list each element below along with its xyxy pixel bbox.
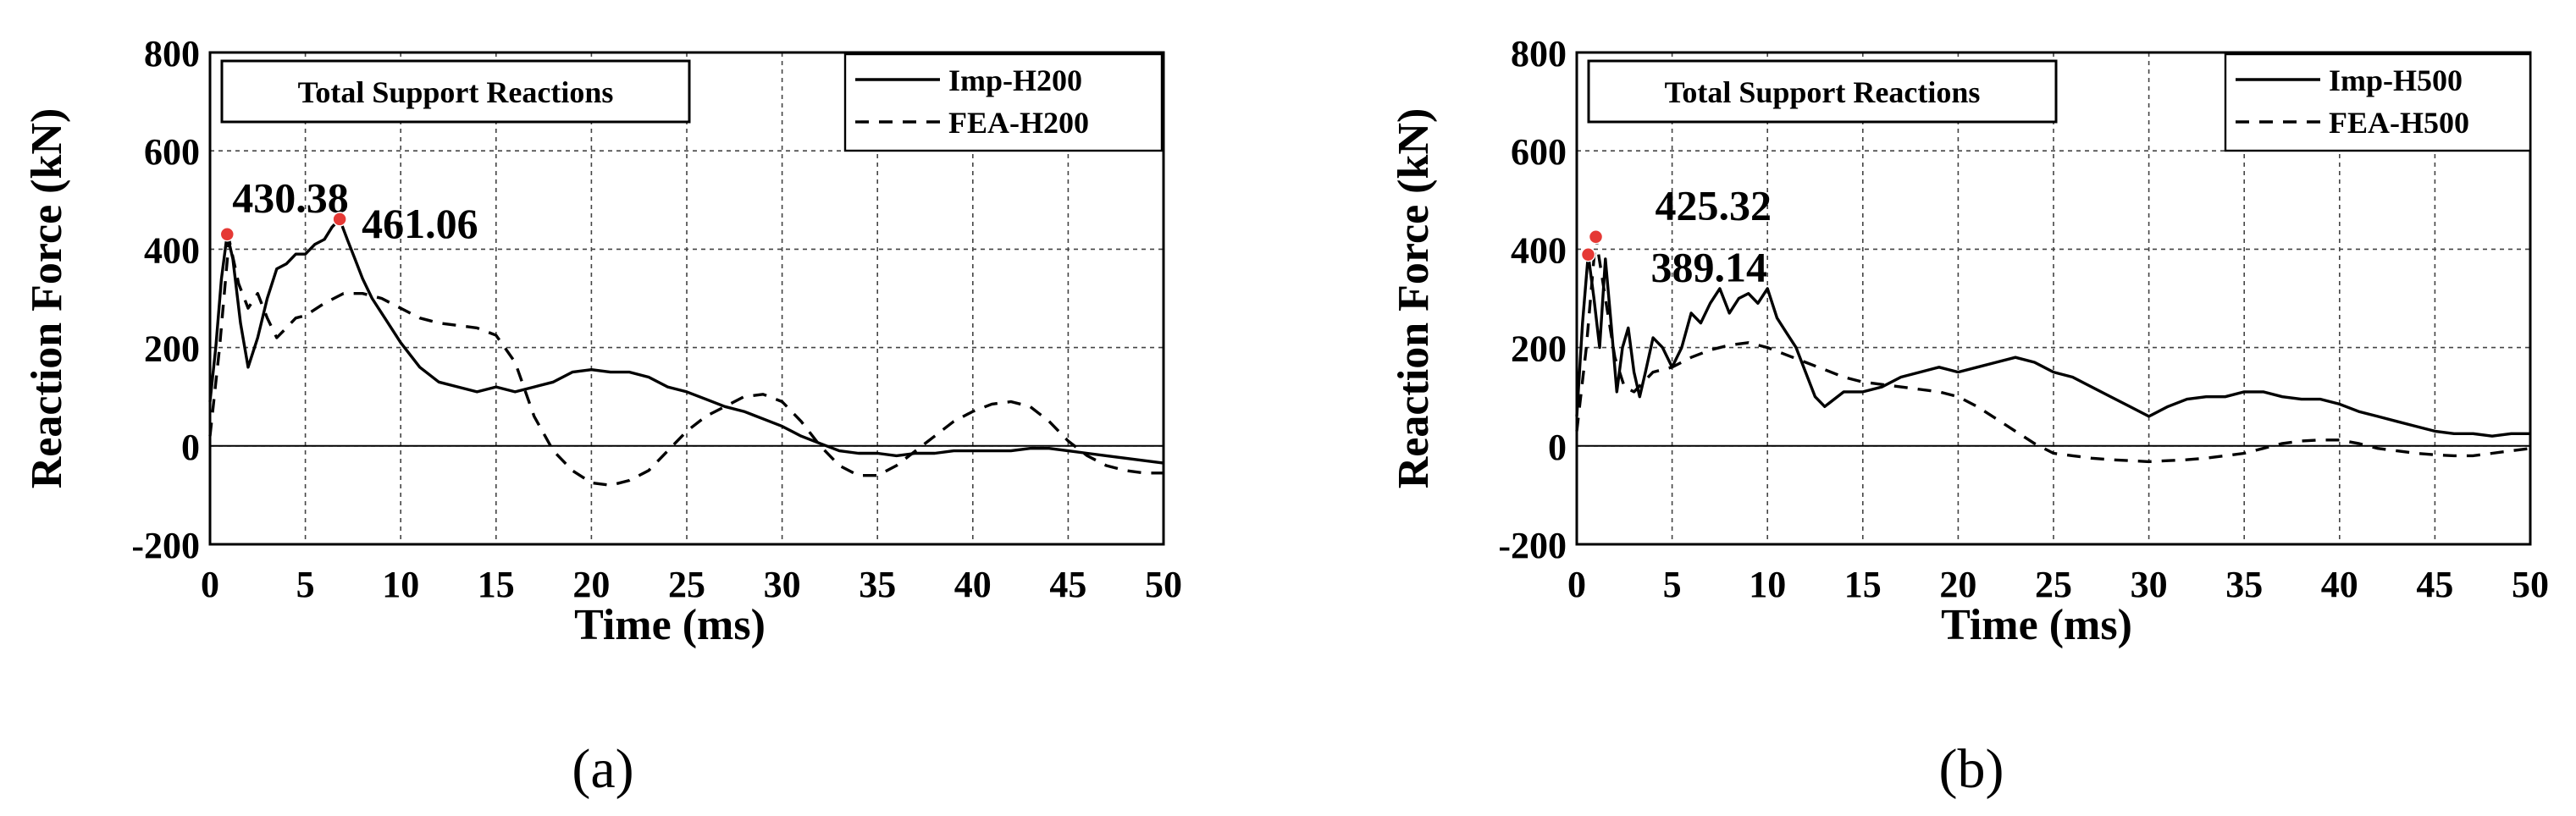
panel-caption: (a) (572, 738, 633, 800)
legend: Imp-H500 FEA-H500 (2224, 52, 2532, 152)
y-tick-label: 800 (144, 33, 200, 74)
x-tick-label: 35 (859, 564, 896, 605)
y-axis-label: Reaction Force (kN) (1390, 108, 1438, 489)
plot-frame (208, 51, 1165, 546)
y-tick-label: 200 (144, 328, 200, 370)
y-tick-label: 0 (181, 427, 200, 468)
peak-value-label: 430.38 (232, 174, 349, 222)
peak-marker (1580, 246, 1596, 262)
x-tick-label: 40 (2321, 564, 2358, 605)
x-tick-label: 20 (572, 564, 610, 605)
chart-panel-b: 0 5 10 15 20 25 30 35 40 45 50-2000200400600800Tim… (1390, 33, 2549, 800)
legend-box (843, 52, 1164, 152)
series-line-imp-h200 (208, 218, 1164, 465)
y-tick-label: 400 (144, 229, 200, 271)
x-tick-label: 10 (1749, 564, 1786, 605)
y-tick-label: -200 (1498, 525, 1567, 566)
x-tick-label: 15 (1844, 564, 1882, 605)
chart-title: Total Support Reactions (1665, 75, 1981, 109)
y-tick-label: 800 (1511, 33, 1567, 74)
x-tick-label: 45 (1049, 564, 1086, 605)
chart-title-box (1587, 59, 2058, 124)
peak-marker (332, 212, 347, 227)
x-tick-label: 0 (201, 564, 219, 605)
y-tick-label: 200 (1511, 328, 1567, 370)
x-tick-label: 30 (764, 564, 801, 605)
peak-value-label: 461.06 (362, 200, 478, 247)
legend-label: Imp-H500 (2329, 63, 2463, 97)
peak-marker (219, 226, 235, 242)
x-tick-label: 0 (1567, 564, 1586, 605)
peak-value-label: 425.32 (1656, 182, 1772, 229)
y-tick-label: 600 (144, 131, 200, 173)
x-axis-label: Time (ms) (1941, 601, 2132, 649)
plot-frame (1575, 51, 2532, 546)
x-axis-label: Time (ms) (574, 601, 766, 649)
chart-panel-a: 0 5 10 15 20 25 30 35 40 45 50-2000200400600800Tim… (23, 33, 1182, 800)
x-tick-label: 35 (2225, 564, 2263, 605)
legend-box (2224, 52, 2532, 152)
x-tick-label: 50 (2512, 564, 2549, 605)
y-tick-label: -200 (131, 525, 200, 566)
x-tick-label: 45 (2416, 564, 2453, 605)
legend: Imp-H200 FEA-H200 (843, 52, 1164, 152)
series-line-fea-h500 (1575, 235, 2531, 464)
x-tick-label: 15 (478, 564, 515, 605)
y-axis-label: Reaction Force (kN) (23, 108, 71, 489)
x-tick-label: 20 (1939, 564, 1976, 605)
x-tick-label: 30 (2131, 564, 2168, 605)
x-tick-label: 25 (2035, 564, 2072, 605)
y-tick-label: 400 (1511, 229, 1567, 271)
legend-label: FEA-H500 (2329, 106, 2469, 140)
x-tick-label: 5 (1663, 564, 1682, 605)
x-tick-label: 40 (954, 564, 992, 605)
y-tick-label: 0 (1548, 427, 1567, 468)
x-tick-label: 5 (296, 564, 315, 605)
x-tick-label: 25 (668, 564, 705, 605)
x-tick-label: 10 (382, 564, 419, 605)
chart-title: Total Support Reactions (298, 75, 614, 109)
panel-caption: (b) (1939, 738, 2004, 800)
series-line-imp-h500 (1575, 253, 2530, 438)
series-line-fea-h200 (208, 238, 1164, 487)
peak-marker (1588, 229, 1604, 245)
y-tick-label: 600 (1511, 131, 1567, 173)
peak-value-label: 389.14 (1651, 244, 1768, 291)
chart-title-box (220, 59, 691, 124)
x-tick-label: 50 (1145, 564, 1182, 605)
legend-label: FEA-H200 (948, 106, 1089, 140)
legend-label: Imp-H200 (948, 63, 1082, 97)
